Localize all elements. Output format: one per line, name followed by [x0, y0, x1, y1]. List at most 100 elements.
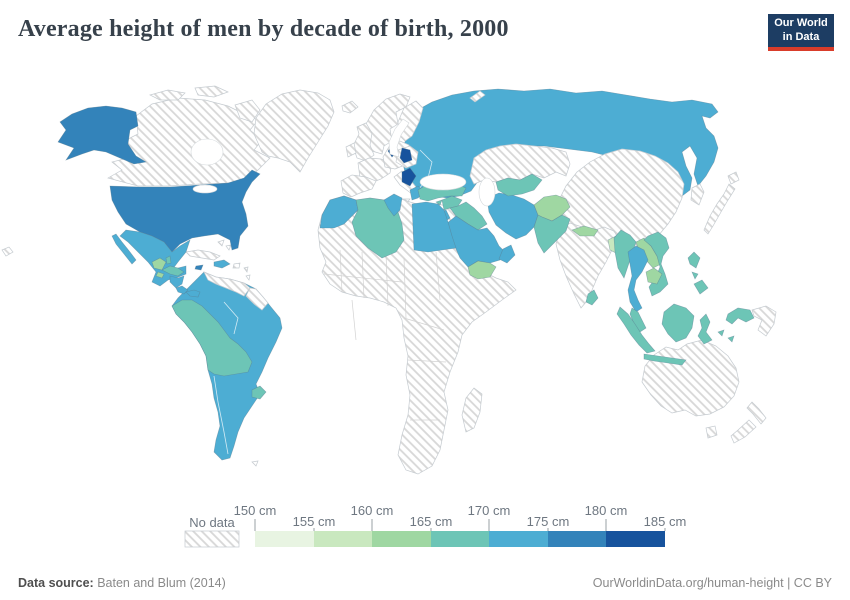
region-bahamas[interactable] [217, 239, 225, 247]
baltic-sea [388, 118, 410, 158]
country-iran[interactable] [486, 192, 539, 240]
attribution: OurWorldinData.org/human-height | CC BY [592, 576, 832, 590]
region-venezuela[interactable] [203, 271, 251, 297]
region-hokkaido[interactable] [727, 171, 740, 185]
hudson-bay [190, 138, 224, 166]
country-usa-alaska[interactable] [57, 105, 147, 165]
great-lakes [192, 184, 218, 194]
legend-bin-swatch[interactable] [314, 531, 372, 547]
country-indonesia-java[interactable] [643, 353, 687, 366]
country-philippines-visayas[interactable] [691, 271, 699, 280]
region-arctic-islands[interactable] [149, 89, 186, 101]
region-iceland[interactable] [341, 100, 359, 114]
country-philippines-mindanao[interactable] [693, 279, 709, 295]
region-bahamas[interactable] [225, 244, 232, 251]
footer: Data source: Baten and Blum (2014) OurWo… [18, 576, 832, 590]
country-nicaragua[interactable] [169, 275, 185, 289]
legend-tick-label: 175 cm [527, 514, 570, 529]
country-uruguay[interactable] [251, 385, 267, 400]
region-lesser-antilles[interactable] [243, 266, 249, 273]
data-source-value: Baten and Blum (2014) [93, 576, 226, 590]
region-iberia[interactable] [340, 174, 377, 198]
region-new-zealand-south[interactable] [730, 419, 757, 444]
region-japan[interactable] [703, 183, 736, 235]
page-title: Average height of men by decade of birth… [18, 16, 509, 42]
region-falklands[interactable] [251, 460, 259, 467]
region-arctic-islands[interactable] [194, 85, 229, 98]
region-ireland[interactable] [345, 142, 357, 158]
country-sri-lanka[interactable] [585, 289, 599, 306]
caspian-sea [478, 177, 496, 207]
data-source-label: Data source: [18, 576, 94, 590]
country-hispaniola[interactable] [213, 259, 231, 269]
owid-logo-line2: in Data [782, 30, 820, 43]
region-svalbard[interactable] [469, 90, 486, 103]
region-madagascar[interactable] [461, 387, 483, 433]
country-cambodia[interactable] [645, 267, 663, 285]
region-australia[interactable] [641, 339, 740, 417]
country-mexico-baja[interactable] [111, 233, 137, 265]
region-papua-new-guinea[interactable] [751, 305, 777, 337]
border-chile-argentina [213, 375, 229, 455]
country-el-salvador[interactable] [155, 271, 165, 279]
region-finland[interactable] [397, 100, 424, 142]
country-pakistan[interactable] [533, 214, 571, 254]
legend-bin-swatch[interactable] [255, 531, 314, 547]
legend-tick-label: 155 cm [293, 514, 336, 529]
country-oman[interactable] [498, 244, 516, 264]
country-indonesia-moluccas[interactable] [717, 329, 725, 337]
legend-no-data-label: No data [189, 515, 235, 530]
country-tunisia[interactable] [383, 193, 403, 217]
country-egypt[interactable] [411, 201, 457, 253]
region-india[interactable] [555, 222, 619, 309]
black-sea [419, 173, 467, 191]
legend-tick-label: 170 cm [468, 503, 511, 518]
legend-bin-swatch[interactable] [372, 531, 431, 547]
country-morocco[interactable] [319, 195, 359, 229]
africa-inner-borders [323, 249, 447, 421]
country-cyprus[interactable] [435, 199, 443, 206]
region-guyanas[interactable] [245, 287, 269, 311]
legend-no-data-swatch[interactable] [184, 530, 240, 548]
country-bosnia-serbia[interactable] [401, 167, 417, 187]
country-honduras[interactable] [161, 265, 185, 277]
owid-logo-line1: Our World [774, 16, 828, 29]
country-baltic-states[interactable] [399, 147, 413, 164]
region-scandinavia[interactable] [361, 93, 411, 155]
region-new-zealand-north[interactable] [746, 401, 767, 425]
legend-tick-label: 150 cm [234, 503, 277, 518]
country-borneo[interactable] [661, 303, 695, 343]
region-greenland[interactable] [253, 89, 335, 173]
country-guatemala[interactable] [151, 257, 167, 271]
country-thailand[interactable] [627, 245, 649, 313]
country-yemen[interactable] [467, 260, 497, 280]
country-vietnam[interactable] [643, 231, 670, 297]
country-indonesia-moluccas[interactable] [727, 335, 735, 343]
country-jamaica[interactable] [194, 264, 204, 271]
region-puerto-rico[interactable] [232, 262, 241, 269]
country-panama[interactable] [185, 289, 201, 298]
region-andes[interactable] [171, 299, 253, 377]
legend-bin-swatch[interactable] [431, 531, 489, 547]
country-nepal[interactable] [571, 225, 599, 237]
region-lesser-antilles[interactable] [245, 274, 251, 281]
region-cuba[interactable] [185, 249, 221, 261]
region-korea[interactable] [690, 183, 705, 206]
region-central-asia[interactable] [495, 173, 543, 197]
region-baffin-island[interactable] [234, 99, 261, 123]
country-indonesia-sulawesi[interactable] [697, 313, 713, 345]
country-indonesia-sumatra[interactable] [616, 306, 656, 354]
legend-tick-label: 180 cm [585, 503, 628, 518]
legend-bin-swatch[interactable] [548, 531, 606, 547]
region-tasmania[interactable] [705, 425, 718, 439]
map-legend: No data 150 cm 155 cm 160 cm 165 cm 170 … [184, 503, 686, 548]
legend-bin-swatch[interactable] [489, 531, 548, 547]
border-colombia-brazil [223, 301, 239, 335]
country-indonesia-papua[interactable] [725, 307, 755, 325]
country-malaysia[interactable] [629, 307, 647, 333]
country-philippines-luzon[interactable] [687, 251, 701, 269]
country-belize[interactable] [165, 255, 172, 265]
legend-bin-swatch[interactable] [606, 531, 665, 547]
region-hawaii[interactable] [1, 246, 14, 257]
